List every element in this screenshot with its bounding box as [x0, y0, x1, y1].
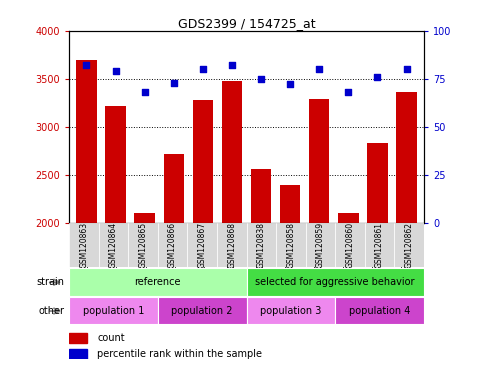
- Point: [374, 74, 382, 80]
- Bar: [164, 154, 184, 223]
- Bar: [335, 223, 365, 267]
- Bar: [135, 213, 155, 223]
- Bar: [69, 268, 246, 296]
- Text: count: count: [98, 333, 125, 343]
- Bar: [69, 333, 87, 343]
- Bar: [158, 297, 246, 324]
- Bar: [251, 169, 271, 223]
- Point: [111, 68, 119, 74]
- Bar: [246, 268, 424, 296]
- Bar: [69, 349, 87, 359]
- Bar: [106, 106, 126, 223]
- Text: GSM120861: GSM120861: [375, 222, 384, 268]
- Bar: [99, 223, 128, 267]
- Bar: [193, 100, 213, 223]
- Point: [199, 66, 207, 72]
- Text: GSM120863: GSM120863: [79, 222, 88, 268]
- Text: GSM120838: GSM120838: [257, 222, 266, 268]
- Bar: [217, 223, 246, 267]
- Text: reference: reference: [135, 277, 181, 287]
- Bar: [309, 99, 329, 223]
- Bar: [365, 223, 394, 267]
- Text: GSM120867: GSM120867: [198, 222, 207, 268]
- Text: percentile rank within the sample: percentile rank within the sample: [98, 349, 262, 359]
- Text: GSM120858: GSM120858: [286, 222, 295, 268]
- Point: [228, 62, 236, 68]
- Bar: [394, 223, 424, 267]
- Bar: [306, 223, 335, 267]
- Text: other: other: [38, 306, 64, 316]
- Text: GSM120859: GSM120859: [316, 222, 325, 268]
- Bar: [69, 297, 158, 324]
- Bar: [276, 223, 306, 267]
- Bar: [367, 143, 387, 223]
- Point: [345, 89, 352, 95]
- Point: [403, 66, 411, 72]
- Point: [82, 62, 90, 68]
- Bar: [246, 223, 276, 267]
- Text: population 2: population 2: [172, 306, 233, 316]
- Point: [141, 89, 148, 95]
- Bar: [280, 185, 300, 223]
- Bar: [222, 81, 242, 223]
- Title: GDS2399 / 154725_at: GDS2399 / 154725_at: [177, 17, 316, 30]
- Point: [316, 66, 323, 72]
- Bar: [335, 297, 424, 324]
- Text: GSM120868: GSM120868: [227, 222, 236, 268]
- Bar: [187, 223, 217, 267]
- Text: GSM120865: GSM120865: [139, 222, 147, 268]
- Text: population 4: population 4: [349, 306, 410, 316]
- Text: GSM120860: GSM120860: [346, 222, 354, 268]
- Text: selected for aggressive behavior: selected for aggressive behavior: [255, 277, 415, 287]
- Text: GSM120862: GSM120862: [405, 222, 414, 268]
- Point: [170, 79, 177, 86]
- Bar: [76, 60, 97, 223]
- Bar: [128, 223, 158, 267]
- Text: population 3: population 3: [260, 306, 321, 316]
- Bar: [396, 92, 417, 223]
- Bar: [158, 223, 187, 267]
- Point: [286, 81, 294, 88]
- Text: strain: strain: [36, 277, 64, 287]
- Text: GSM120866: GSM120866: [168, 222, 177, 268]
- Point: [257, 76, 265, 82]
- Bar: [338, 213, 358, 223]
- Bar: [69, 223, 99, 267]
- Text: GSM120864: GSM120864: [109, 222, 118, 268]
- Bar: [246, 297, 335, 324]
- Text: population 1: population 1: [83, 306, 144, 316]
